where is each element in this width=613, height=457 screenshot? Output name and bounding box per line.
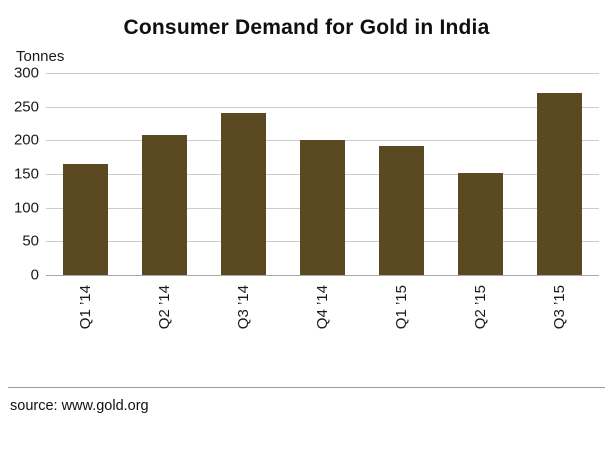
y-axis-ticks: 0 50 100 150 200 250 300 xyxy=(0,65,46,284)
x-label-slot: Q2 ’14 xyxy=(125,285,204,349)
y-tick-label: 50 xyxy=(22,232,39,250)
source-text: source: www.gold.org xyxy=(10,398,149,414)
bar xyxy=(220,113,266,275)
bars-container xyxy=(46,73,599,275)
y-tick-label: 0 xyxy=(30,266,39,284)
x-axis: Q1 ’14 Q2 ’14 Q3 ’14 Q4 ’14 Q1 ’15 Q2 ’15 Q3 ’… xyxy=(0,276,613,349)
y-tick-label: 300 xyxy=(13,64,39,82)
x-tick-label: Q4 ’14 xyxy=(314,285,331,330)
y-tick-label: 200 xyxy=(13,131,39,149)
chart-title: Consumer Demand for Gold in India xyxy=(123,16,490,39)
bar-slot xyxy=(520,73,599,275)
bar xyxy=(141,134,187,275)
gridline xyxy=(46,106,599,108)
x-tick-label: Q3 ’14 xyxy=(235,285,252,330)
x-axis-labels: Q1 ’14 Q2 ’14 Q3 ’14 Q4 ’14 Q1 ’15 Q2 ’15 Q3 ’… xyxy=(46,276,599,349)
x-tick-label: Q1 ’15 xyxy=(393,285,410,330)
x-label-slot: Q1 ’15 xyxy=(362,285,441,349)
bar-slot xyxy=(441,73,520,275)
bar xyxy=(536,93,582,275)
x-tick-label: Q2 ’15 xyxy=(472,285,489,330)
chart-area: 0 50 100 150 200 250 300 xyxy=(0,65,613,284)
x-label-slot: Q4 ’14 xyxy=(283,285,362,349)
x-tick-label: Q1 ’14 xyxy=(77,285,94,330)
x-axis-spacer xyxy=(0,276,46,349)
x-tick-label: Q2 ’14 xyxy=(156,285,173,330)
bar-slot xyxy=(204,73,283,275)
x-label-slot: Q1 ’14 xyxy=(46,285,125,349)
bar-slot xyxy=(125,73,204,275)
bar-slot xyxy=(46,73,125,275)
x-tick-label: Q3 ’15 xyxy=(551,285,568,330)
y-tick-label: 250 xyxy=(13,98,39,116)
x-label-slot: Q3 ’15 xyxy=(520,285,599,349)
x-label-slot: Q2 ’15 xyxy=(441,285,520,349)
footer-divider xyxy=(8,387,605,388)
y-tick-label: 150 xyxy=(13,165,39,183)
bar-slot xyxy=(283,73,362,275)
y-tick-label: 100 xyxy=(13,199,39,217)
y-axis-unit-label: Tonnes xyxy=(16,48,65,65)
bar xyxy=(378,145,424,275)
bar-slot xyxy=(362,73,441,275)
x-label-slot: Q3 ’14 xyxy=(204,285,283,349)
bar xyxy=(62,163,108,275)
plot-area xyxy=(46,73,599,276)
bar xyxy=(299,140,345,275)
gridline xyxy=(46,73,599,74)
bar xyxy=(457,172,503,275)
